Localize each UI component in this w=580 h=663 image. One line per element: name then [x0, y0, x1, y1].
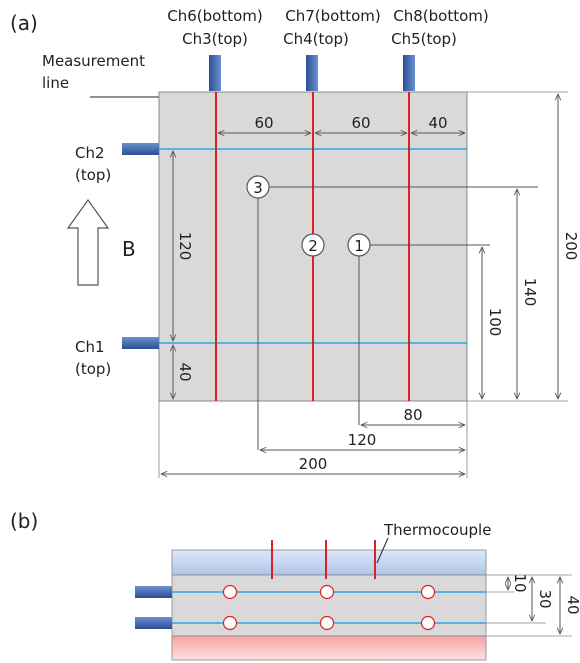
- thermocouple-label: Thermocouple: [383, 521, 491, 539]
- point-3-marker: [246, 175, 270, 199]
- section-connector-upper: [135, 586, 172, 598]
- panel-a-label: (a): [10, 11, 38, 35]
- dim-right-100: 100: [486, 308, 504, 337]
- point-2-marker: [301, 233, 325, 257]
- section-point-4: [222, 615, 238, 631]
- connector-ch2: [122, 143, 159, 155]
- measurement-label-line2: line: [42, 74, 69, 92]
- section-point-2: [319, 584, 335, 600]
- dim-right-140: 140: [521, 278, 539, 307]
- field-arrow-icon: [66, 198, 110, 286]
- ch8-bottom-label: Ch8(bottom): [393, 7, 488, 25]
- section-dim-30: 30: [536, 589, 554, 608]
- point-1-marker: [347, 233, 371, 257]
- dim-top-60b: 60: [351, 114, 370, 132]
- section-point-3: [420, 584, 436, 600]
- dim-bottom-200: 200: [299, 455, 328, 473]
- section-point-1: [222, 584, 238, 600]
- dim-left-40: 40: [176, 362, 194, 381]
- dim-left-120: 120: [176, 232, 194, 261]
- dim-bottom-80: 80: [403, 406, 422, 424]
- dim-top-40: 40: [428, 114, 447, 132]
- dim-right-200: 200: [562, 232, 580, 261]
- connector-top-3: [403, 55, 415, 91]
- ch1-top-label: (top): [75, 360, 111, 378]
- ch3-top-label: Ch3(top): [182, 30, 248, 48]
- section-point-5: [319, 615, 335, 631]
- point-3-label: 3: [253, 179, 263, 197]
- ch7-bottom-label: Ch7(bottom): [285, 7, 380, 25]
- connector-top-1: [209, 55, 221, 91]
- ch2-label: Ch2: [75, 144, 105, 162]
- point-1-label: 1: [354, 237, 364, 255]
- dim-bottom-120: 120: [348, 431, 377, 449]
- section-dim-10: 10: [511, 573, 529, 592]
- panel-b-label: (b): [10, 509, 38, 533]
- dim-top-60a: 60: [254, 114, 273, 132]
- point-2-label: 2: [308, 237, 318, 255]
- section-dim-40: 40: [564, 595, 580, 614]
- section-point-6: [420, 615, 436, 631]
- field-label: B: [122, 237, 136, 261]
- bottom-cover: [171, 635, 487, 661]
- ch4-top-label: Ch4(top): [283, 30, 349, 48]
- ch2-top-label: (top): [75, 166, 111, 184]
- ch1-label: Ch1: [75, 338, 105, 356]
- thermocouple-leader: [376, 537, 389, 564]
- section-connector-lower: [135, 617, 172, 629]
- ch5-top-label: Ch5(top): [391, 30, 457, 48]
- top-cover: [171, 549, 487, 576]
- connector-top-2: [306, 55, 318, 91]
- ch6-bottom-label: Ch6(bottom): [167, 7, 262, 25]
- measurement-label: Measurement: [42, 52, 145, 70]
- connector-ch1: [122, 337, 159, 349]
